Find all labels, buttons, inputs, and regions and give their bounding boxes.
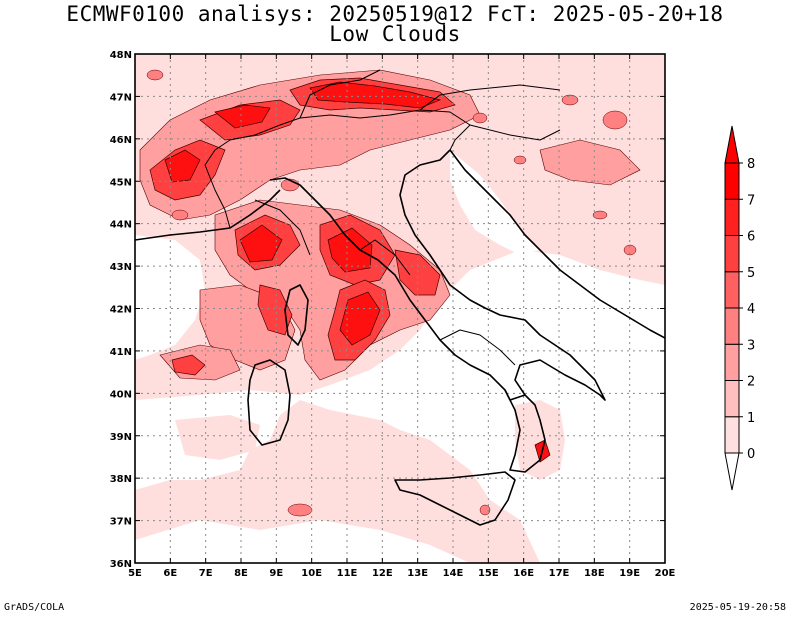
- colorbar-level-label: 4: [747, 302, 755, 317]
- lat-tick-label: 37N: [110, 517, 132, 528]
- latitude-labels: 36N 37N 38N 39N 40N 41N 42N 43N 44N 45N 46N 47N 48N: [110, 50, 132, 570]
- cloud-cells: [146, 69, 637, 517]
- cloud-level-8-areas: [164, 81, 551, 463]
- colorbar-level-label: 3: [747, 338, 755, 353]
- lon-tick-label: 14E: [443, 568, 464, 579]
- balkan-coast: [449, 149, 665, 339]
- lon-tick-label: 11E: [337, 568, 358, 579]
- cloud-patch-calabria: [515, 400, 565, 480]
- lon-tick-label: 17E: [549, 568, 570, 579]
- colorbar-level-label: 6: [747, 230, 755, 245]
- colorbar-under-triangle: [724, 452, 740, 491]
- lat-tick-label: 36N: [110, 559, 132, 570]
- lat-tick-label: 41N: [110, 347, 132, 358]
- map-title: ECMWF0100 analisys: 20250519@12 FcT: 202…: [66, 2, 724, 26]
- lon-tick-label: 10E: [301, 568, 322, 579]
- longitude-labels: 5E 6E 7E 8E 9E 10E 11E 12E 13E 14E 15E 16E 17E 18E 19E…: [128, 568, 675, 579]
- lon-tick-label: 20E: [655, 568, 676, 579]
- lat-tick-label: 42N: [110, 305, 132, 316]
- colorbar-level-label: 8: [747, 157, 755, 172]
- lon-tick-label: 5E: [128, 568, 142, 579]
- lon-tick-label: 8E: [234, 568, 248, 579]
- lon-tick-label: 6E: [163, 568, 177, 579]
- clear-area-south-sicily: [135, 520, 470, 563]
- colorbar-segment: [724, 343, 740, 381]
- cloud-field: [135, 54, 665, 563]
- colorbar-segment: [724, 162, 740, 200]
- cloud-patch-south: [230, 490, 340, 525]
- map-subtitle: Low Clouds: [329, 22, 461, 46]
- colorbar-segment: [724, 198, 740, 236]
- lat-tick-label: 40N: [110, 389, 132, 400]
- lon-tick-label: 16E: [513, 568, 534, 579]
- lon-tick-label: 7E: [199, 568, 213, 579]
- lat-tick-label: 45N: [110, 177, 132, 188]
- colorbar-segment: [724, 271, 740, 309]
- corsica-coast: [284, 284, 309, 346]
- lon-tick-label: 19E: [619, 568, 640, 579]
- colorbar-segment: [724, 235, 740, 273]
- lat-tick-label: 48N: [110, 50, 132, 61]
- lat-lon-grid: [135, 54, 665, 563]
- footer-credit: GrADS/COLA: [4, 602, 65, 613]
- lat-tick-label: 44N: [110, 220, 132, 231]
- colorbar-over-triangle: [724, 125, 740, 164]
- lon-tick-label: 15E: [478, 568, 499, 579]
- lon-tick-label: 12E: [372, 568, 393, 579]
- colorbar-segment: [724, 380, 740, 418]
- colorbar-level-label: 7: [747, 193, 755, 208]
- country-borders: [204, 69, 561, 366]
- lat-tick-label: 46N: [110, 135, 132, 146]
- italy-peninsula-coast: [269, 149, 606, 401]
- clear-area-west: [135, 235, 205, 360]
- sardinia-coast: [247, 359, 291, 446]
- lat-tick-label: 43N: [110, 262, 132, 273]
- lat-tick-label: 39N: [110, 432, 132, 443]
- footer-timestamp: 2025-05-19-20:58: [689, 602, 786, 613]
- clear-area-adriatic: [450, 150, 540, 255]
- lon-tick-label: 13E: [407, 568, 428, 579]
- colorbar-level-label: 5: [747, 266, 755, 281]
- lon-tick-label: 18E: [584, 568, 605, 579]
- colorbar: 0 1 2 3 4 5 6 7 8: [724, 125, 755, 491]
- axis-ticks: [134, 53, 666, 564]
- colorbar-level-label: 1: [747, 411, 755, 426]
- colorbar-segment: [724, 307, 740, 345]
- lat-tick-label: 38N: [110, 474, 132, 485]
- colorbar-level-label: 0: [747, 447, 755, 462]
- cloud-patch-sardinia-sw: [175, 415, 260, 460]
- lon-tick-label: 9E: [269, 568, 283, 579]
- colorbar-level-label: 2: [747, 375, 755, 390]
- sicily-coast: [394, 471, 516, 526]
- lat-tick-label: 47N: [110, 92, 132, 103]
- colorbar-segment: [724, 416, 740, 454]
- calabria-coast: [504, 389, 546, 473]
